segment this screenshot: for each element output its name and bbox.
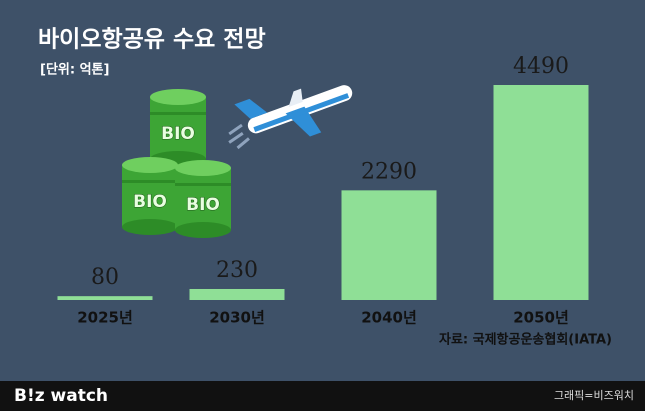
chart-subtitle: [단위: 억톤] (40, 62, 109, 78)
barrel (122, 157, 178, 235)
bar (57, 296, 153, 300)
barrel-label: BIO (186, 195, 220, 215)
footer (0, 381, 645, 411)
value-label: 80 (91, 265, 119, 290)
x-tick-label: 2050년 (513, 309, 569, 327)
barrels: BIO BIO BIO (122, 89, 231, 238)
x-tick-label: 2025년 (77, 309, 133, 327)
value-label: 4490 (513, 54, 569, 79)
value-label: 230 (216, 258, 258, 283)
barrel (175, 160, 231, 238)
logo: B!z watch (14, 386, 108, 406)
value-label: 2290 (361, 159, 417, 184)
airplane (228, 85, 353, 150)
barrel (150, 89, 206, 167)
bar (493, 85, 589, 300)
bar (189, 288, 285, 300)
bar (341, 190, 437, 300)
chart-title: 바이오항공유 수요 전망 (38, 27, 266, 53)
x-tick-label: 2030년 (209, 309, 265, 327)
x-tick-label: 2040년 (361, 309, 417, 327)
source: 자료: 국제항공운송협회(IATA) (439, 332, 612, 348)
credit: 그래픽=비즈워치 (554, 389, 634, 402)
barrel-label: BIO (161, 124, 195, 144)
barrel-label: BIO (133, 192, 167, 212)
